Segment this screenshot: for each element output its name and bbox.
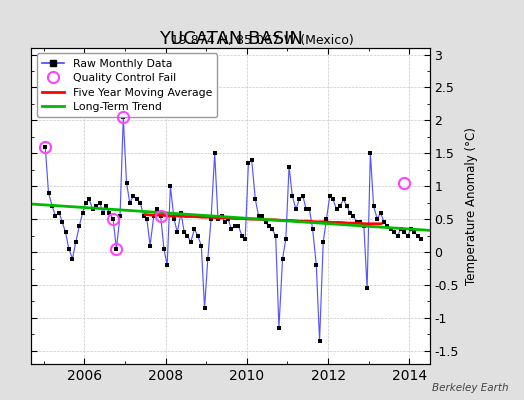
Text: Berkeley Earth: Berkeley Earth (432, 383, 508, 393)
Text: 19.874 N, 85.067 W (Mexico): 19.874 N, 85.067 W (Mexico) (171, 34, 353, 47)
Title: YUCATAN BASIN: YUCATAN BASIN (159, 30, 302, 48)
Legend: Raw Monthly Data, Quality Control Fail, Five Year Moving Average, Long-Term Tren: Raw Monthly Data, Quality Control Fail, … (37, 54, 217, 117)
Y-axis label: Temperature Anomaly (°C): Temperature Anomaly (°C) (465, 127, 477, 285)
